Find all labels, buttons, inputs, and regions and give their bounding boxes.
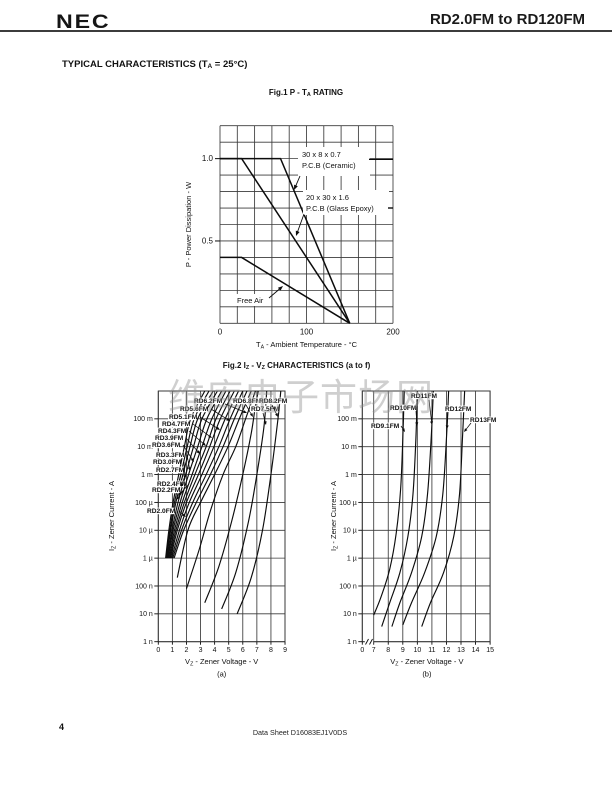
svg-text:P - Power Dissipation - W: P - Power Dissipation - W	[184, 181, 193, 267]
svg-text:1: 1	[170, 647, 174, 654]
svg-text:5: 5	[227, 647, 231, 654]
svg-text:P.C.B (Ceramic): P.C.B (Ceramic)	[302, 161, 356, 170]
svg-text:6: 6	[241, 647, 245, 654]
svg-text:1 n: 1 n	[347, 639, 357, 646]
svg-text:14: 14	[472, 647, 480, 654]
svg-text:RD7.5FM: RD7.5FM	[251, 406, 280, 413]
watermark-text: 维库电子市场网	[168, 377, 434, 418]
svg-text:RD3.6FM: RD3.6FM	[152, 442, 181, 449]
page-number: 4	[59, 722, 65, 732]
svg-text:9: 9	[283, 647, 287, 654]
svg-text:8: 8	[386, 647, 390, 654]
svg-text:8: 8	[269, 647, 273, 654]
svg-text:7: 7	[255, 647, 259, 654]
svg-text:RD2.2FM: RD2.2FM	[152, 487, 181, 494]
svg-text:RD3.3FM: RD3.3FM	[156, 452, 185, 459]
svg-text:RD4.7FM: RD4.7FM	[162, 421, 191, 428]
svg-text:RD3.9FM: RD3.9FM	[155, 435, 184, 442]
svg-text:Free Air: Free Air	[237, 296, 264, 305]
svg-text:10: 10	[413, 647, 421, 654]
svg-text:RD11FM: RD11FM	[411, 393, 438, 400]
svg-text:100 m: 100 m	[133, 416, 153, 423]
svg-text:0.5: 0.5	[202, 237, 214, 246]
svg-text:RD2.7FM: RD2.7FM	[156, 467, 185, 474]
svg-text:RD13FM: RD13FM	[470, 417, 497, 424]
svg-text:1.0: 1.0	[202, 154, 214, 163]
svg-text:1 µ: 1 µ	[143, 556, 153, 563]
svg-text:RD6.8FM: RD6.8FM	[233, 398, 262, 405]
svg-text:0: 0	[156, 647, 160, 654]
svg-text:200: 200	[386, 327, 400, 336]
svg-text:TA - Ambient Temperature - °C: TA - Ambient Temperature - °C	[256, 340, 358, 350]
svg-text:RD9.1FM: RD9.1FM	[371, 423, 400, 430]
svg-text:2: 2	[185, 647, 189, 654]
svg-text:RD2.0FM: RD2.0FM	[147, 508, 176, 515]
svg-text:IZ - Zener Current - A: IZ - Zener Current - A	[107, 481, 117, 551]
svg-text:1 µ: 1 µ	[347, 556, 357, 563]
svg-text:4: 4	[213, 647, 217, 654]
svg-text:11: 11	[428, 647, 435, 654]
svg-text:100: 100	[300, 327, 314, 336]
svg-text:15: 15	[486, 647, 494, 654]
section-title: TYPICAL CHARACTERISTICS (TA = 25°C)	[62, 59, 248, 70]
svg-text:(b): (b)	[422, 670, 432, 679]
svg-text:100 µ: 100 µ	[339, 500, 357, 507]
svg-text:10 m: 10 m	[137, 444, 153, 451]
svg-text:VZ - Zener Voltage - V: VZ - Zener Voltage - V	[185, 657, 258, 667]
svg-text:RD3.0FM: RD3.0FM	[153, 459, 182, 466]
svg-text:9: 9	[401, 647, 405, 654]
svg-text:12: 12	[443, 647, 451, 654]
svg-text:RD10FM: RD10FM	[390, 405, 417, 412]
svg-text:RD12FM: RD12FM	[445, 406, 472, 413]
svg-text:RD4.3FM: RD4.3FM	[158, 428, 187, 435]
header-rule	[0, 30, 612, 33]
svg-text:10 n: 10 n	[343, 611, 357, 618]
svg-text:1 m: 1 m	[141, 472, 153, 479]
svg-text:RD8.2FM: RD8.2FM	[259, 398, 288, 405]
svg-text:RD5.1FM: RD5.1FM	[169, 414, 198, 421]
svg-text:1 m: 1 m	[345, 472, 357, 479]
fig1-title: Fig.1 P - TA RATING	[268, 88, 344, 98]
svg-text:3: 3	[199, 647, 203, 654]
svg-text:RD5.6FM: RD5.6FM	[180, 406, 209, 413]
svg-text:13: 13	[457, 647, 465, 654]
svg-text:0: 0	[218, 327, 223, 336]
svg-text:(a): (a)	[217, 670, 227, 679]
svg-text:7: 7	[372, 647, 376, 654]
document-reference: Data Sheet D16083EJ1V0DS	[252, 728, 348, 737]
svg-text:100 n: 100 n	[135, 583, 153, 590]
svg-text:10 m: 10 m	[341, 444, 357, 451]
svg-text:20 x 30 x 1.6: 20 x 30 x 1.6	[306, 193, 349, 202]
svg-text:RD2.4FM: RD2.4FM	[157, 481, 186, 488]
svg-text:P.C.B (Glass Epoxy): P.C.B (Glass Epoxy)	[306, 204, 374, 213]
svg-text:100 µ: 100 µ	[135, 500, 153, 507]
svg-text:1 n: 1 n	[143, 639, 153, 646]
fig2-title: Fig.2 IZ - VZ CHARACTERISTICS (a to f)	[222, 361, 371, 371]
part-number-range: RD2.0FM to RD120FM	[429, 11, 585, 28]
svg-text:0: 0	[360, 647, 364, 654]
svg-text:RD6.2FM: RD6.2FM	[194, 398, 223, 405]
svg-text:VZ - Zener Voltage - V: VZ - Zener Voltage - V	[390, 657, 463, 667]
svg-text:30 x 8 x 0.7: 30 x 8 x 0.7	[302, 150, 341, 159]
svg-text:10 n: 10 n	[139, 611, 153, 618]
svg-text:100 m: 100 m	[337, 416, 357, 423]
svg-text:IZ - Zener Current - A: IZ - Zener Current - A	[329, 481, 339, 551]
svg-text:10 µ: 10 µ	[139, 528, 153, 535]
svg-text:10 µ: 10 µ	[343, 528, 357, 535]
nec-logo: NEC	[56, 12, 111, 33]
svg-text:100 n: 100 n	[339, 583, 357, 590]
